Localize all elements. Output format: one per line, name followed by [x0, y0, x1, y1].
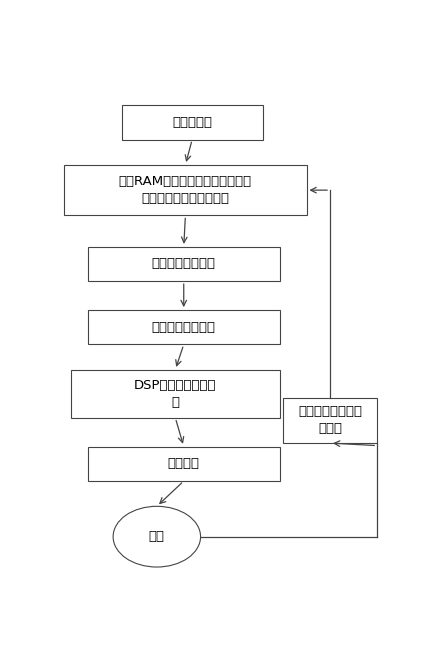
Text: 驱动模块: 驱动模块: [168, 457, 200, 470]
FancyBboxPatch shape: [283, 397, 377, 443]
Text: 控制器上电: 控制器上电: [172, 116, 212, 129]
FancyBboxPatch shape: [88, 447, 279, 481]
Text: 速度输出选择模块: 速度输出选择模块: [152, 321, 216, 334]
Ellipse shape: [113, 507, 201, 567]
FancyBboxPatch shape: [64, 165, 306, 215]
FancyBboxPatch shape: [71, 370, 279, 418]
FancyBboxPatch shape: [88, 310, 279, 344]
Text: 电机: 电机: [149, 530, 165, 543]
FancyBboxPatch shape: [122, 105, 263, 139]
Text: 检测踏板输入信号: 检测踏板输入信号: [152, 258, 216, 271]
FancyBboxPatch shape: [88, 247, 279, 281]
Text: 温度、电流、电压
传感器: 温度、电流、电压 传感器: [298, 405, 362, 436]
Text: DSP输出脉宽调制信
号: DSP输出脉宽调制信 号: [134, 378, 217, 409]
Text: 检测RAM中的电流、电压、电机温
度等值是否超出正常范围: 检测RAM中的电流、电压、电机温 度等值是否超出正常范围: [119, 175, 252, 205]
